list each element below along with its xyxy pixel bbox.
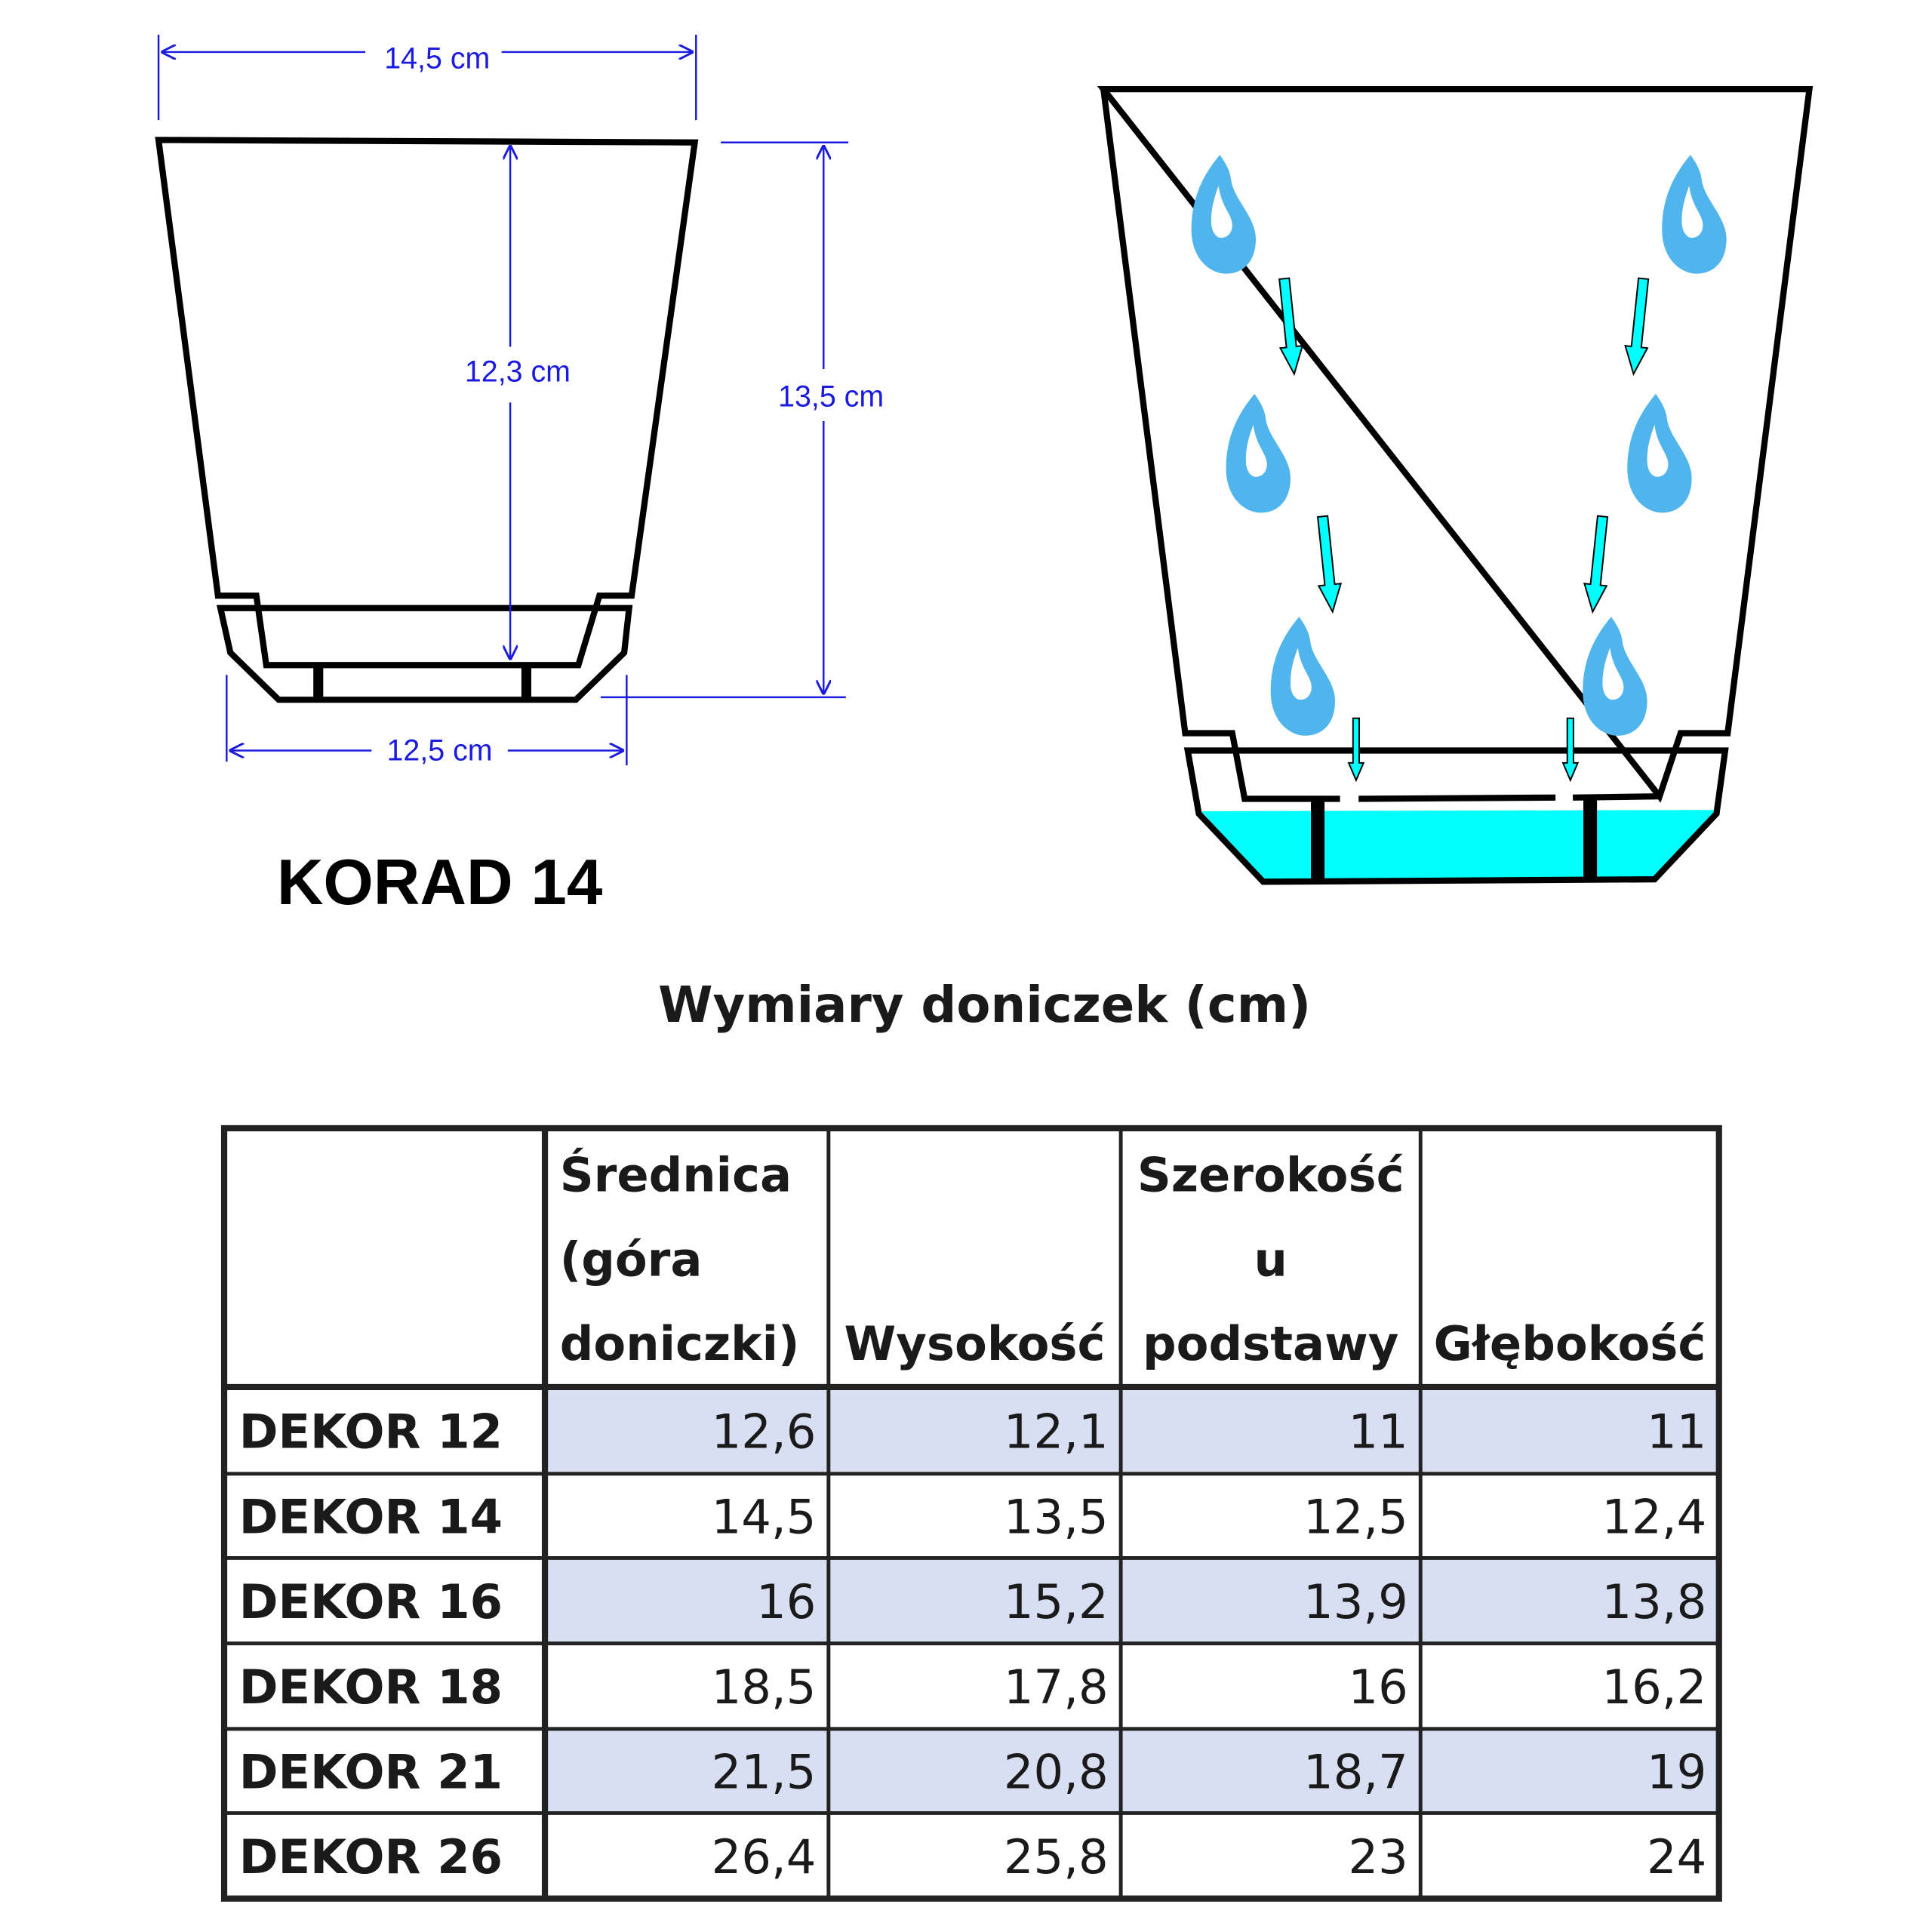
inner-depth-label: 12,3 cm bbox=[465, 355, 571, 388]
table-cell: 25,8 bbox=[1004, 1829, 1109, 1884]
column-header: Średnica bbox=[560, 1148, 792, 1203]
total-height-label: 13,5 cm bbox=[778, 380, 884, 413]
pot-body-outline bbox=[1100, 88, 1340, 802]
water-drop-icon bbox=[1583, 617, 1647, 736]
row-label: DEKOR 12 bbox=[239, 1404, 503, 1459]
row-label: DEKOR 18 bbox=[239, 1660, 503, 1715]
table-cell: 12,5 bbox=[1303, 1490, 1408, 1545]
column-header: podstawy bbox=[1143, 1316, 1398, 1371]
pot-bottom bbox=[1573, 793, 1660, 801]
arrow-down-icon bbox=[1561, 717, 1580, 783]
table-cell: 19 bbox=[1647, 1745, 1706, 1800]
table-cell: 13,5 bbox=[1004, 1490, 1109, 1545]
table-cell: 13,8 bbox=[1602, 1574, 1707, 1629]
table-cell: 21,5 bbox=[712, 1745, 817, 1800]
table-cell: 12,1 bbox=[1004, 1404, 1109, 1459]
table-cell: 16,2 bbox=[1602, 1660, 1707, 1715]
table-cell: 18,7 bbox=[1303, 1745, 1408, 1800]
table-cell: 17,8 bbox=[1004, 1660, 1109, 1715]
table-title: Wymiary doniczek (cm) bbox=[658, 977, 1311, 1034]
saucer-outline bbox=[1183, 747, 1729, 885]
saucer-outline bbox=[216, 605, 633, 703]
base-width-label: 12,5 cm bbox=[387, 734, 493, 768]
table-cell: 20,8 bbox=[1004, 1745, 1109, 1800]
table-cell: 16 bbox=[756, 1574, 816, 1629]
row-shading bbox=[545, 1728, 1719, 1814]
water-drop-icon bbox=[1662, 155, 1727, 274]
table-cell: 11 bbox=[1349, 1404, 1408, 1459]
water-drop-icon bbox=[1226, 393, 1291, 513]
row-label: DEKOR 16 bbox=[239, 1574, 503, 1629]
pot-bottom bbox=[1358, 794, 1556, 802]
pot-body-outline bbox=[1097, 86, 1814, 803]
table-cell: 13,9 bbox=[1303, 1574, 1408, 1629]
dimensions-table: Średnica (góra doniczki) Wysokość Szerokość u… bbox=[220, 1124, 1722, 1902]
table-cell: 18,5 bbox=[712, 1660, 817, 1715]
model-name: KORAD 14 bbox=[277, 847, 602, 918]
table-cell: 16 bbox=[1349, 1660, 1408, 1715]
row-label: DEKOR 14 bbox=[239, 1490, 503, 1545]
row-shading bbox=[545, 1386, 1719, 1474]
table-cell: 15,2 bbox=[1004, 1574, 1109, 1629]
table-border bbox=[220, 1124, 1722, 1902]
row-label: DEKOR 26 bbox=[239, 1829, 503, 1884]
row-label: DEKOR 21 bbox=[239, 1745, 503, 1800]
table-cell: 26,4 bbox=[712, 1829, 817, 1884]
column-header: u bbox=[1254, 1232, 1287, 1287]
row-shading bbox=[545, 1558, 1719, 1644]
table-cell: 12,6 bbox=[712, 1404, 817, 1459]
arrow-down-icon bbox=[1347, 717, 1365, 783]
table-cell: 12,4 bbox=[1602, 1490, 1707, 1545]
pot-body-outline bbox=[155, 137, 699, 669]
water-reservoir bbox=[1201, 810, 1717, 880]
column-header: (góra bbox=[560, 1232, 703, 1287]
top-width-label: 14,5 cm bbox=[384, 42, 490, 75]
arrow-down-icon bbox=[1278, 277, 1304, 377]
arrow-down-icon bbox=[1624, 277, 1650, 377]
water-drop-icon bbox=[1191, 155, 1256, 274]
water-drop-icon bbox=[1270, 617, 1336, 736]
column-header: Wysokość bbox=[844, 1316, 1105, 1371]
column-header: doniczki) bbox=[560, 1316, 800, 1371]
column-header: Szerokość bbox=[1137, 1148, 1404, 1203]
left-pot-diagram: 14,5 cm 12,3 cm 13,5 cm 12,5 cm KORAD 14 bbox=[155, 34, 884, 918]
column-header: Głębokość bbox=[1434, 1316, 1706, 1371]
table-cell: 14,5 bbox=[712, 1490, 817, 1545]
water-drop-icon bbox=[1627, 393, 1692, 513]
arrow-down-icon bbox=[1583, 515, 1609, 614]
arrow-down-icon bbox=[1317, 515, 1343, 614]
table-cell: 23 bbox=[1349, 1829, 1408, 1884]
table-cell: 24 bbox=[1647, 1829, 1706, 1884]
table-cell: 11 bbox=[1647, 1404, 1706, 1459]
watering-diagram bbox=[1097, 86, 1814, 885]
